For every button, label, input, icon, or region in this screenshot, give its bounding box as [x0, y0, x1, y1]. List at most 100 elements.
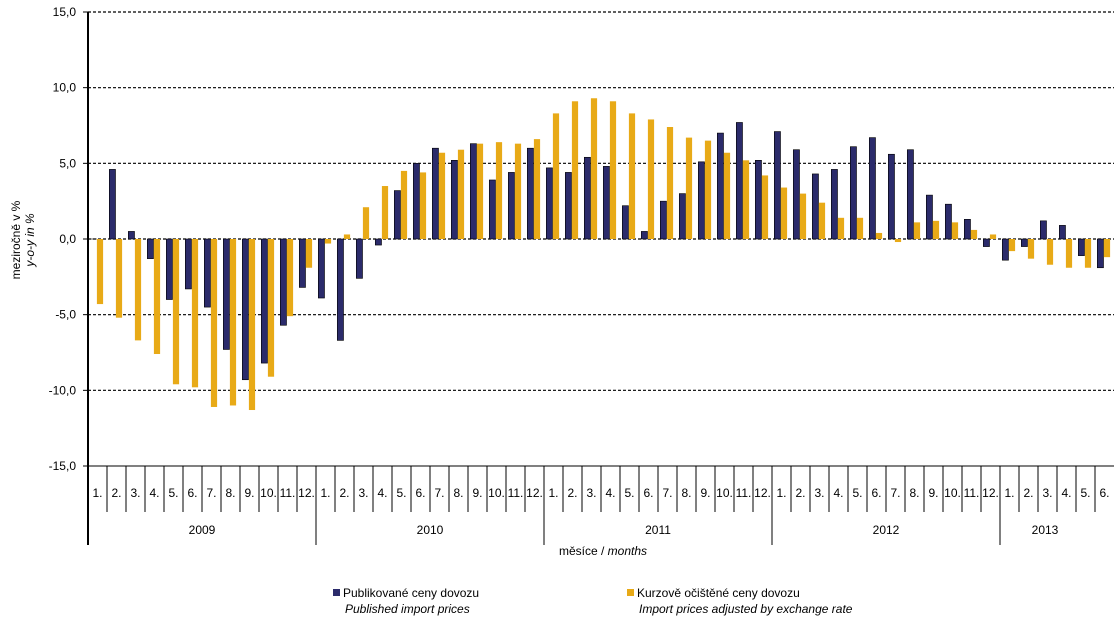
x-tick-label: 5. — [624, 486, 634, 500]
bar-published — [621, 205, 629, 240]
bar-adjusted — [96, 239, 104, 305]
bar-published — [925, 194, 933, 240]
bar-adjusted — [286, 239, 294, 317]
bar-published — [507, 172, 515, 240]
bar-adjusted — [856, 217, 864, 239]
bar-published — [716, 132, 724, 240]
bar-published — [393, 190, 401, 240]
year-label: 2013 — [1032, 523, 1059, 537]
y-tick-label: -10,0 — [49, 383, 77, 397]
x-tick-label: 4. — [833, 486, 843, 500]
x-tick-label: 7. — [206, 486, 216, 500]
bar-published — [298, 238, 306, 288]
bar-published — [242, 238, 249, 381]
x-tick-label: 6. — [187, 486, 197, 500]
legend-label-published-en: Published import prices — [345, 602, 470, 616]
bar-adjusted — [419, 172, 427, 239]
x-tick-label: 9. — [928, 486, 938, 500]
bar-published — [1078, 238, 1085, 256]
year-labels: 2009 2010 2011 2012 2013 — [189, 523, 1059, 537]
bar-adjusted — [685, 137, 693, 239]
x-tick-label: 2. — [795, 486, 805, 500]
x-tick-label: 3. — [358, 486, 368, 500]
bar-adjusted — [153, 239, 161, 355]
bar-published — [336, 238, 344, 341]
legend-item-published: Publikované ceny dovozu Published import… — [333, 585, 479, 617]
bar-published — [678, 193, 686, 240]
y-tick-label: 0,0 — [59, 232, 76, 246]
x-tick-label: 8. — [453, 486, 463, 500]
bar-adjusted — [229, 239, 237, 406]
bar-published — [526, 147, 534, 240]
bar-published — [317, 238, 325, 299]
x-tick-label: 6. — [643, 486, 653, 500]
x-tick-label: 11. — [964, 486, 980, 500]
x-tick-label: 4. — [377, 486, 387, 500]
bar-adjusted — [590, 98, 598, 239]
year-label: 2009 — [189, 523, 216, 537]
bar-published — [355, 238, 363, 279]
x-tick-label: 11. — [736, 486, 752, 500]
legend-swatch-adjusted — [627, 589, 634, 596]
x-tick-label: 11. — [508, 486, 524, 500]
bar-published — [279, 238, 287, 326]
x-tick-label: 8. — [909, 486, 919, 500]
bar-published — [469, 143, 477, 240]
x-tick-label: 8. — [681, 486, 691, 500]
x-tick-label: 2. — [111, 486, 121, 500]
x-axis-label: měsíce / months — [559, 544, 647, 558]
bar-adjusted — [951, 222, 959, 239]
bar-adjusted — [248, 239, 256, 411]
bar-adjusted — [970, 229, 978, 239]
bar-adjusted — [210, 239, 218, 407]
x-tick-label: 6. — [1099, 486, 1109, 500]
bar-adjusted — [172, 239, 180, 385]
x-tick-label: 9. — [472, 486, 482, 500]
bar-published — [697, 161, 705, 240]
x-tick-label: 6. — [415, 486, 425, 500]
x-tick-label: 7. — [890, 486, 900, 500]
legend-label-published-cz: Publikované ceny dovozu — [343, 586, 480, 600]
y-tick-label: -5,0 — [55, 308, 76, 322]
bar-adjusted — [818, 202, 826, 239]
bar-adjusted — [989, 234, 997, 239]
x-tick-label: 7. — [662, 486, 672, 500]
x-tick-label: 1. — [320, 486, 330, 500]
legend-item-adjusted: Kurzově očištěné ceny dovozu Import pric… — [627, 585, 852, 617]
bar-published — [223, 238, 230, 350]
bar-adjusted — [875, 232, 883, 239]
bar-adjusted — [1065, 239, 1073, 268]
x-tick-labels: 1. 2. 3. 4. 5. 6. 7. 8. 9. 10. 11. 12. 1. 2. 3. 4. 5. 6. 7… — [92, 486, 1109, 500]
x-axis-label-cz: měsíce / — [559, 544, 608, 558]
x-tick-label: 6. — [871, 486, 881, 500]
bar-adjusted — [704, 140, 712, 239]
bar-published — [545, 167, 553, 240]
bar-adjusted — [305, 239, 313, 268]
bars — [90, 98, 1111, 411]
bar-published — [906, 149, 914, 240]
x-tick-label: 2. — [1023, 486, 1033, 500]
x-tick-label: 5. — [168, 486, 178, 500]
bar-published — [204, 238, 211, 308]
bar-published — [792, 149, 800, 240]
y-axis-label-cz: meziročně v % — [9, 200, 23, 279]
bar-published — [1001, 238, 1009, 261]
x-tick-label: 3. — [130, 486, 140, 500]
x-tick-label: 10. — [260, 486, 277, 500]
x-tick-label: 9. — [244, 486, 254, 500]
x-tick-label: 7. — [434, 486, 444, 500]
bar-published — [260, 238, 268, 364]
y-axis-label-en: y-o-y in % — [23, 213, 37, 268]
bar-adjusted — [837, 217, 845, 239]
bar-published — [982, 238, 990, 247]
bar-published — [602, 166, 610, 240]
x-tick-label: 5. — [1080, 486, 1090, 500]
bar-published — [1020, 238, 1028, 247]
x-tick-label: 4. — [149, 486, 159, 500]
x-tick-label: 1. — [1004, 486, 1014, 500]
bar-published — [944, 203, 952, 240]
legend-label-adjusted-en: Import prices adjusted by exchange rate — [639, 602, 853, 616]
bar-published — [147, 238, 154, 259]
bar-adjusted — [1084, 239, 1092, 268]
